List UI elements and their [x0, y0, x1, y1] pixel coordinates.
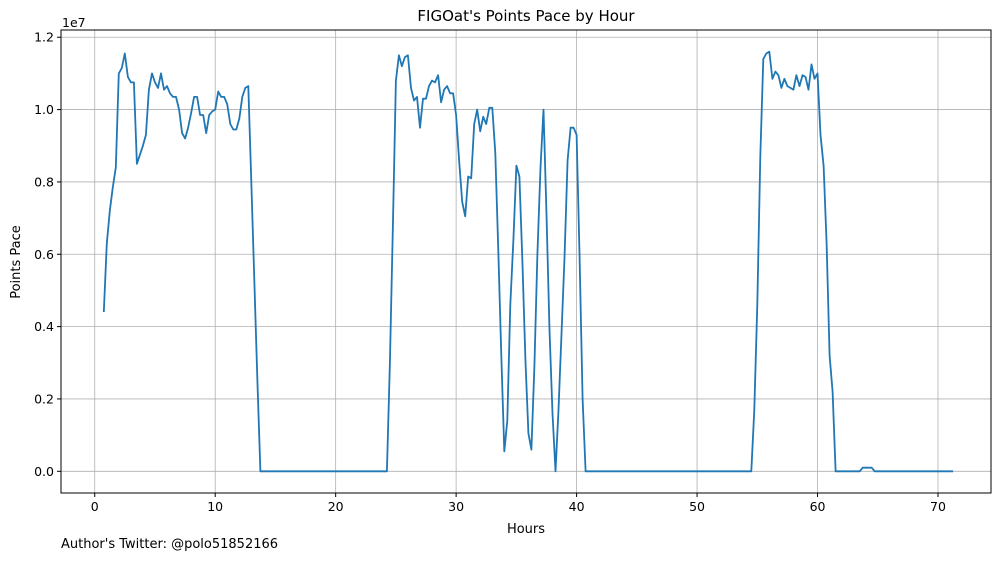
- y-tick-label: 1.0: [34, 102, 54, 117]
- x-tick-label: 20: [328, 499, 344, 514]
- ticks: 0 10 20 30 40 50 60 70 0.0 0.2 0.4 0.6 0.8 1.0 1.2: [34, 30, 946, 514]
- y-tick-label: 0.4: [34, 319, 54, 334]
- y-tick-label: 0.8: [34, 174, 54, 189]
- chart-title: FIGOat's Points Pace by Hour: [417, 7, 635, 25]
- x-tick-label: 50: [689, 499, 705, 514]
- x-tick-label: 40: [569, 499, 585, 514]
- y-tick-label: 1.2: [34, 30, 54, 45]
- y-axis-label: Points Pace: [9, 225, 24, 299]
- y-tick-label: 0.6: [34, 247, 54, 262]
- x-tick-label: 30: [448, 499, 464, 514]
- plot-frame: [60, 29, 992, 494]
- x-tick-label: 70: [930, 499, 946, 514]
- y-tick-label: 0.0: [34, 464, 54, 479]
- x-tick-label: 10: [207, 499, 223, 514]
- x-tick-label: 60: [810, 499, 826, 514]
- x-tick-label: 0: [91, 499, 99, 514]
- x-axis-label: Hours: [507, 522, 545, 537]
- series-line: [102, 50, 954, 473]
- y-scale-label: 1e7: [62, 15, 86, 30]
- y-tick-label: 0.2: [34, 391, 54, 406]
- grid: [61, 30, 991, 493]
- series-layer: [102, 50, 954, 473]
- author-twitter-footer: Author's Twitter: @polo51852166: [61, 537, 279, 552]
